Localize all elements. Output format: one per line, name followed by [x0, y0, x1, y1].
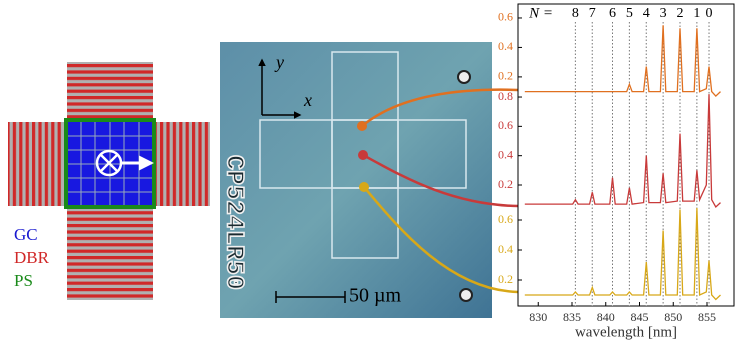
- mode-label: 8: [572, 6, 579, 21]
- spectrum: [524, 25, 721, 98]
- mode-label: 4: [643, 6, 650, 21]
- connector: [361, 88, 519, 127]
- y-tick-label: 0.8: [498, 89, 513, 103]
- micrograph: y x CP524LR50 50 µm: [219, 42, 492, 318]
- y-tick-label: 0.4: [498, 147, 513, 161]
- spectra: N = wavelength [nm] 830 835 840 845 850 855 8 7…: [498, 3, 735, 340]
- y-tick-label: 0.6: [498, 10, 513, 24]
- emitter-cross: [100, 154, 118, 172]
- axis-y-label: y: [274, 52, 284, 72]
- connector: [363, 186, 519, 294]
- y-tick-label: 0.6: [498, 212, 513, 226]
- y-tick-label: 0.2: [498, 272, 513, 286]
- mode-label: 6: [609, 6, 616, 21]
- mode-label: 1: [693, 6, 700, 21]
- scale-bar: [275, 291, 346, 303]
- particle: [457, 70, 471, 84]
- schematic: GC DBR PS: [8, 62, 210, 300]
- x-tick-label: 835: [563, 310, 581, 324]
- particle: [459, 288, 473, 302]
- label-gc: GC: [14, 225, 38, 244]
- spectrum: [524, 94, 721, 209]
- x-tick-label: 840: [597, 310, 615, 324]
- axis-x-label: x: [303, 90, 312, 110]
- probe-dot: [359, 182, 369, 192]
- y-tick-label: 0.6: [498, 118, 513, 132]
- spectrum: [524, 207, 721, 301]
- probe-dot: [358, 150, 368, 160]
- x-tick-label: 830: [529, 310, 547, 324]
- mode-label: 2: [677, 6, 684, 21]
- scale-bar-label: 50 µm: [349, 285, 402, 307]
- y-tick-label: 0.4: [498, 39, 513, 53]
- y-tick-label: 0.2: [498, 69, 513, 83]
- x-tick-label: 855: [698, 310, 716, 324]
- label-ps: PS: [14, 271, 33, 290]
- mode-label: 3: [660, 6, 667, 21]
- micrograph-bg: [220, 42, 492, 318]
- mode-prefix: N =: [528, 5, 553, 21]
- x-axis-label: wavelength [nm]: [575, 324, 677, 340]
- chip-label: CP524LR50: [219, 155, 248, 290]
- x-tick-label: 850: [664, 310, 682, 324]
- probe-dot: [357, 121, 367, 131]
- connector: [362, 153, 519, 208]
- mode-label: 0: [706, 6, 713, 21]
- label-dbr: DBR: [14, 248, 50, 267]
- mode-label: 7: [589, 6, 596, 21]
- mode-label: 5: [626, 6, 633, 21]
- x-tick-label: 845: [631, 310, 649, 324]
- plot-frame: [517, 3, 735, 307]
- y-tick-label: 0.4: [498, 242, 513, 256]
- y-tick-label: 0.2: [498, 177, 513, 191]
